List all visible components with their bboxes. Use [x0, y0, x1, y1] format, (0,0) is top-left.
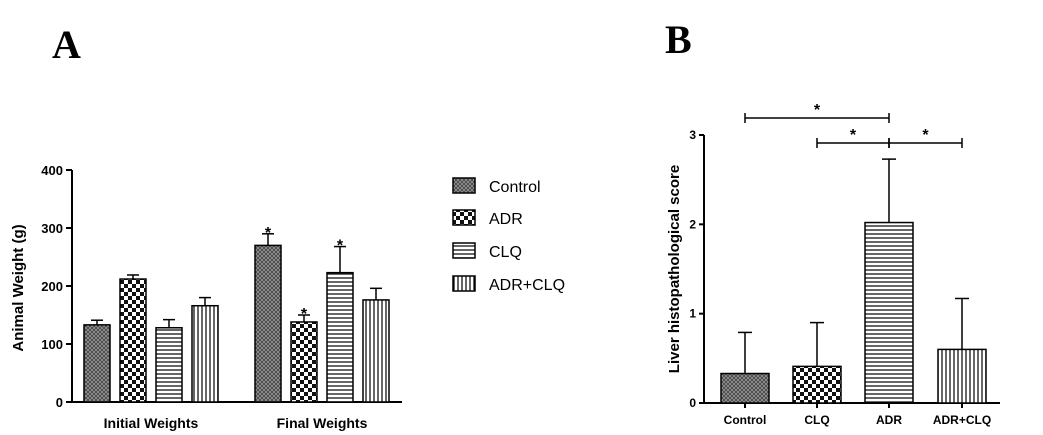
- y-tick-label: 1: [689, 307, 696, 321]
- x-category-label: Final Weights: [277, 415, 368, 431]
- y-tick-label: 0: [56, 395, 63, 410]
- bar-control: [254, 244, 282, 403]
- x-category-label: ADR: [876, 413, 902, 427]
- y-tick-label: 3: [689, 128, 696, 142]
- x-category-label: Initial Weights: [104, 415, 199, 431]
- comparison-star: *: [922, 127, 929, 144]
- y-tick-label: 200: [41, 279, 63, 294]
- legend-swatch: [452, 209, 476, 226]
- x-category-label: ADR+CLQ: [933, 413, 991, 427]
- y-axis-label: Liver histopathological score: [666, 165, 683, 373]
- y-tick-label: 100: [41, 337, 63, 352]
- x-category-label: CLQ: [804, 413, 829, 427]
- significance-star: *: [337, 238, 344, 255]
- chart-a: 0 100 200 300 400 Animal Weight (g) Initial We…: [10, 163, 402, 431]
- legend-label: CLQ: [489, 244, 522, 261]
- significance-star: *: [301, 306, 308, 323]
- legend-swatch: [452, 177, 476, 194]
- legend-label: ADR: [489, 211, 523, 228]
- bar-control: [83, 324, 111, 403]
- y-tick-label: 300: [41, 221, 63, 236]
- chart-b: 0 1 2 3 Liver histopathological score Control…: [666, 102, 1000, 427]
- comparison-star: *: [850, 127, 857, 144]
- bar-clq: [792, 365, 842, 404]
- legend-label: Control: [489, 179, 541, 196]
- legend-a: Control ADR CLQ ADR+CLQ: [452, 177, 565, 294]
- bar-adr: [290, 321, 318, 403]
- x-category-label: Control: [724, 413, 767, 427]
- legend-label: ADR+CLQ: [489, 277, 565, 294]
- bar-adr-clq: [362, 299, 390, 403]
- bar-clq: [155, 327, 183, 403]
- y-tick-label: 2: [689, 217, 696, 231]
- y-axis-label: Animal Weight (g): [10, 224, 27, 351]
- comparison-star: *: [814, 102, 821, 119]
- bar-adr-clq: [191, 304, 219, 403]
- bar-control: [720, 372, 770, 404]
- panel-b-label: B: [665, 17, 692, 62]
- y-tick-label: 0: [689, 396, 696, 410]
- legend-swatch: [452, 275, 476, 292]
- y-tick-label: 400: [41, 163, 63, 178]
- bar-adr-clq: [937, 348, 987, 404]
- significance-star: *: [265, 225, 272, 242]
- legend-swatch: [452, 242, 476, 259]
- bar-clq: [326, 271, 354, 403]
- bar-adr: [119, 278, 147, 403]
- bar-adr: [864, 221, 914, 404]
- panel-a-label: A: [52, 22, 81, 67]
